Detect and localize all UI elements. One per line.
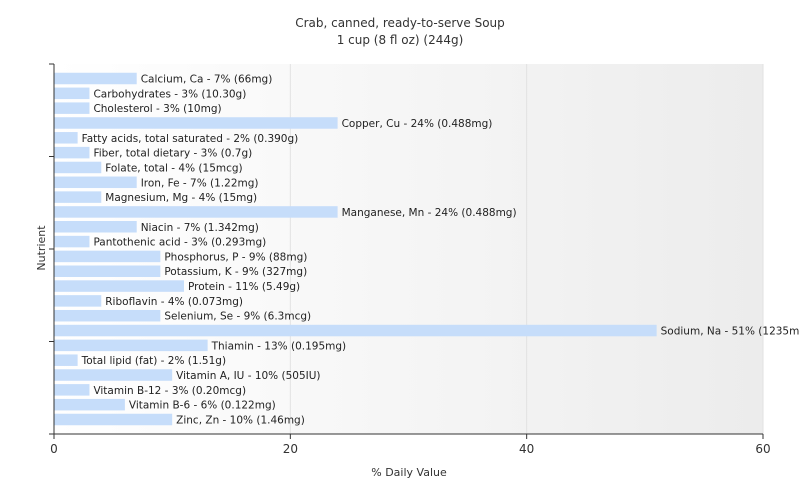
bar [54, 280, 184, 292]
x-tick-label: 40 [519, 442, 534, 456]
bar [54, 146, 90, 159]
bar-label: Vitamin B-12 - 3% (0.20mcg) [93, 385, 246, 397]
bar [54, 161, 102, 174]
y-axis-title: Nutrient [35, 225, 48, 271]
bar-label: Vitamin B-6 - 6% (0.122mg) [129, 400, 276, 412]
bar [54, 250, 161, 263]
bar-label: Sodium, Na - 51% (1235mg) [661, 326, 800, 338]
bar-label: Fiber, total dietary - 3% (0.7g) [93, 148, 252, 160]
x-tick-label: 20 [283, 442, 298, 456]
bar-label: Copper, Cu - 24% (0.488mg) [342, 118, 493, 130]
bar-label: Fatty acids, total saturated - 2% (0.390… [82, 133, 299, 145]
bar [54, 369, 173, 381]
chart-title: Crab, canned, ready-to-serve Soup [295, 16, 505, 30]
x-axis-title: % Daily Value [371, 466, 447, 479]
bar-label: Niacin - 7% (1.342mg) [141, 222, 259, 234]
bar [54, 354, 78, 366]
bar [54, 206, 338, 218]
bar-label: Zinc, Zn - 10% (1.46mg) [176, 415, 305, 427]
bar-label: Carbohydrates - 3% (10.30g) [93, 88, 246, 100]
bar-label: Protein - 11% (5.49g) [188, 281, 300, 293]
bar [54, 324, 657, 337]
bar-label: Riboflavin - 4% (0.073mg) [105, 296, 243, 308]
bar [54, 309, 161, 322]
bar-label: Potassium, K - 9% (327mg) [164, 266, 307, 278]
bar [54, 235, 90, 248]
bar-label: Calcium, Ca - 7% (66mg) [141, 74, 273, 86]
bar [54, 176, 137, 189]
bar [54, 413, 173, 426]
bar [54, 398, 125, 411]
bar [54, 384, 90, 396]
x-tick-label: 0 [50, 442, 58, 456]
bar [54, 102, 90, 114]
bar-label: Pantothenic acid - 3% (0.293mg) [93, 237, 266, 249]
bar-label: Total lipid (fat) - 2% (1.51g) [81, 355, 226, 367]
bar [54, 132, 78, 144]
bar-label: Phosphorus, P - 9% (88mg) [164, 251, 307, 263]
axes: 0 20 40 60 [49, 63, 771, 456]
bar-label: Iron, Fe - 7% (1.22mg) [141, 177, 259, 189]
bar [54, 339, 208, 352]
bar-label: Manganese, Mn - 24% (0.488mg) [342, 207, 517, 219]
bar [54, 295, 102, 307]
bar-label: Cholesterol - 3% (10mg) [93, 103, 221, 115]
bar [54, 221, 137, 233]
bar-label: Selenium, Se - 9% (6.3mcg) [164, 311, 311, 323]
bars: Calcium, Ca - 7% (66mg) Carbohydrates - 3… [54, 72, 800, 427]
chart-subtitle: 1 cup (8 fl oz) (244g) [337, 33, 464, 47]
bar [54, 87, 90, 100]
bar [54, 72, 137, 85]
bar-label: Vitamin A, IU - 10% (505IU) [176, 370, 320, 382]
bar-label: Magnesium, Mg - 4% (15mg) [105, 192, 257, 204]
bar-label: Thiamin - 13% (0.195mg) [211, 340, 347, 352]
bar [54, 191, 102, 203]
bar-label: Folate, total - 4% (15mcg) [105, 162, 242, 174]
x-tick-label: 60 [755, 442, 770, 456]
bar [54, 117, 338, 129]
bar [54, 265, 161, 277]
